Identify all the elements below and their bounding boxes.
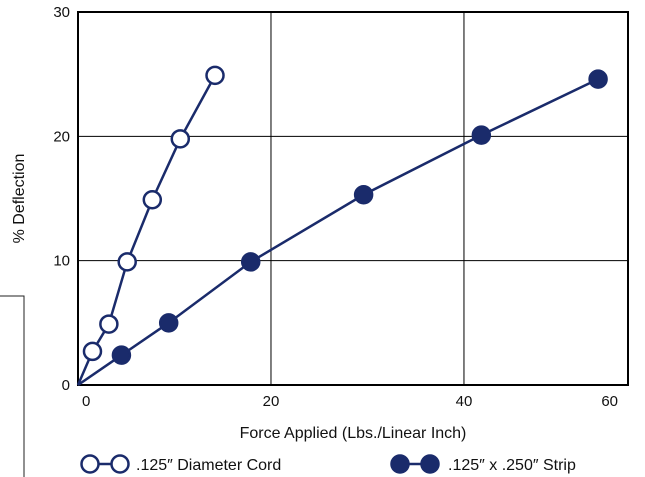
series-1-point <box>205 65 225 86</box>
y-tick-label: 10 <box>53 253 70 270</box>
side-bracket-line <box>0 295 25 477</box>
series-1-point <box>82 341 103 362</box>
legend-marker <box>110 454 130 474</box>
legend-label: .125″ Diameter Cord <box>136 457 281 474</box>
x-tick-label: 20 <box>263 393 280 410</box>
legend-marker <box>390 454 410 474</box>
series-layer <box>76 65 608 387</box>
x-tick-label: 40 <box>456 393 473 410</box>
x-axis-label: Force Applied (Lbs./Linear Inch) <box>240 425 467 442</box>
series-2-point <box>353 185 374 205</box>
series-1-point <box>170 129 191 149</box>
series-2-point <box>240 252 261 272</box>
series-2-point <box>588 69 608 89</box>
x-tick-label: 60 <box>601 393 618 410</box>
y-axis-ticks: 0 10 20 30 <box>53 4 70 394</box>
legend-label: .125″ x .250″ Strip <box>448 457 576 474</box>
series-1-point <box>142 189 163 210</box>
x-axis-ticks: 0 20 40 60 <box>82 393 618 410</box>
series-line-2 <box>77 78 599 387</box>
x-tick-label: 0 <box>82 393 90 410</box>
y-tick-label: 30 <box>53 4 70 21</box>
y-tick-label: 20 <box>53 128 70 145</box>
series-2-point <box>111 345 132 365</box>
y-tick-label: 0 <box>62 377 70 394</box>
grid-lines <box>78 12 628 385</box>
legend-marker <box>420 454 440 474</box>
legend-marker <box>80 454 100 474</box>
legend: .125″ Diameter Cord .125″ x .250″ Strip <box>80 454 576 474</box>
series-1-point <box>117 252 137 272</box>
series-1-point <box>99 314 119 334</box>
y-axis-label: % Deflection <box>11 154 28 244</box>
series-2-point <box>471 125 492 145</box>
series-2-point <box>158 313 179 333</box>
plot-frame <box>77 11 629 386</box>
